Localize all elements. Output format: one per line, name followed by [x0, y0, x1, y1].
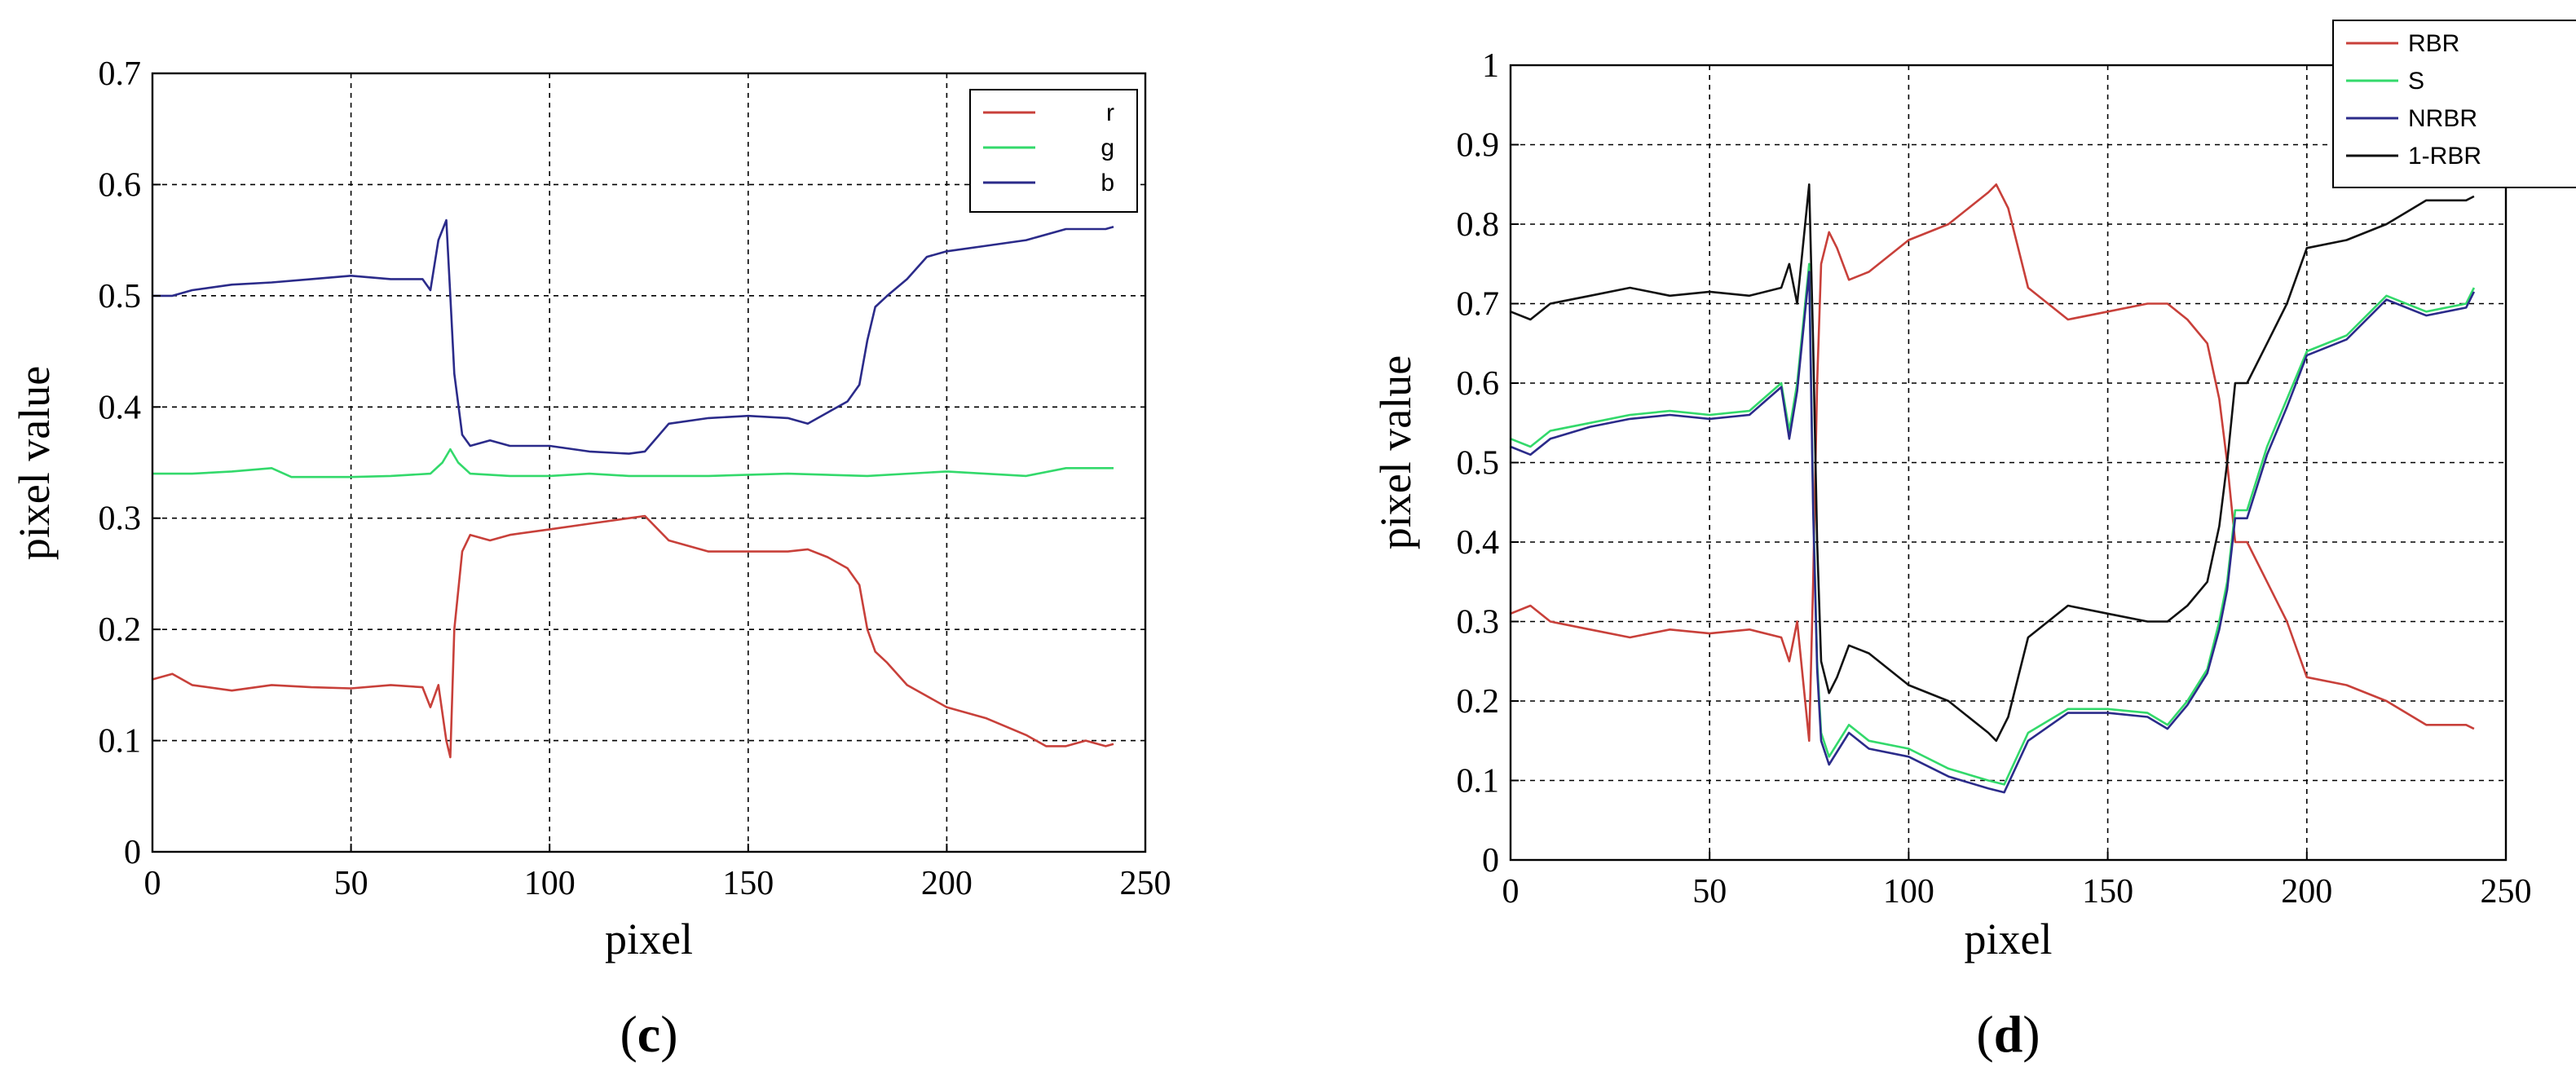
series-line-r [152, 514, 1114, 759]
y-tick-label: 0.9 [1457, 127, 1500, 165]
x-tick-label: 150 [2082, 873, 2133, 910]
series-line-nrbr [1510, 271, 2476, 794]
x-tick-label: 0 [144, 865, 161, 902]
y-tick-label: 1 [1482, 47, 1499, 85]
y-tick-label: 0.2 [99, 611, 142, 649]
legend-entry: S [2408, 68, 2424, 95]
y-tick-label: 0.5 [99, 278, 142, 315]
legend-box [2332, 20, 2576, 188]
y-tick-label: 0.1 [1457, 763, 1500, 800]
x-axis-label: pixel [1965, 915, 2053, 963]
y-tick-label: 0.1 [99, 723, 142, 761]
y-tick-label: 0.8 [1457, 206, 1500, 244]
legend-entry: NRBR [2408, 105, 2477, 132]
x-tick-label: 50 [1692, 873, 1727, 910]
chart-panel-d: 0 50 100 150 200 250 0 0.1 0.2 0.3 0.4 0.5 0.6 0.7 0.8… [1371, 20, 2576, 1063]
y-tick-label: 0.5 [1457, 445, 1500, 483]
grid [152, 73, 1145, 852]
y-tick-label: 0.4 [99, 389, 142, 426]
legend-entry: b [1101, 170, 1114, 196]
legend-entry: r [1106, 99, 1114, 126]
y-tick-label: 0 [124, 834, 141, 871]
y-tick-label: 0.6 [99, 166, 142, 204]
x-tick-label: 0 [1502, 873, 1520, 910]
chart-panel-c: 0 50 100 150 200 250 0 0.1 0.2 0.3 0.4 0.5 0.6 0.7 pix… [10, 55, 1171, 1063]
y-tick-label: 0.6 [1457, 365, 1500, 403]
y-tick-label: 0.2 [1457, 683, 1500, 721]
series-line-b [152, 218, 1114, 455]
y-axis-label: pixel value [10, 366, 59, 560]
y-tick-label: 0.7 [99, 55, 142, 93]
y-tick-label: 0.3 [1457, 604, 1500, 642]
y-tick-label: 0.3 [99, 500, 142, 538]
legend-entry: RBR [2408, 30, 2459, 57]
y-tick-label: 0.7 [1457, 286, 1500, 324]
series-line-rbr [1510, 183, 2475, 743]
panel-label: (c) [620, 1005, 677, 1063]
panel-label: (d) [1976, 1005, 2040, 1063]
series-line-s [1510, 262, 2476, 786]
x-tick-label: 200 [2281, 873, 2332, 910]
x-tick-label: 200 [921, 865, 973, 902]
legend: rgb [969, 89, 1138, 213]
series-line-g [152, 448, 1114, 478]
series-line-1-rbr [1510, 183, 2475, 743]
x-tick-label: 250 [2481, 873, 2532, 910]
x-tick-label: 100 [1883, 873, 1934, 910]
legend-box [969, 89, 1138, 213]
y-tick-label: 0.4 [1457, 524, 1500, 562]
legend-entry: 1-RBR [2408, 143, 2481, 170]
x-tick-label: 50 [334, 865, 368, 902]
x-tick-label: 250 [1120, 865, 1171, 902]
y-axis-label: pixel value [1371, 355, 1420, 549]
x-tick-label: 150 [722, 865, 774, 902]
y-tick-label: 0 [1482, 842, 1499, 880]
x-tick-label: 100 [524, 865, 576, 902]
legend-entry: g [1101, 134, 1114, 161]
plot-frame [151, 72, 1147, 853]
legend: RBR S NRBR 1-RBR [2332, 20, 2576, 188]
x-axis-label: pixel [605, 915, 693, 963]
